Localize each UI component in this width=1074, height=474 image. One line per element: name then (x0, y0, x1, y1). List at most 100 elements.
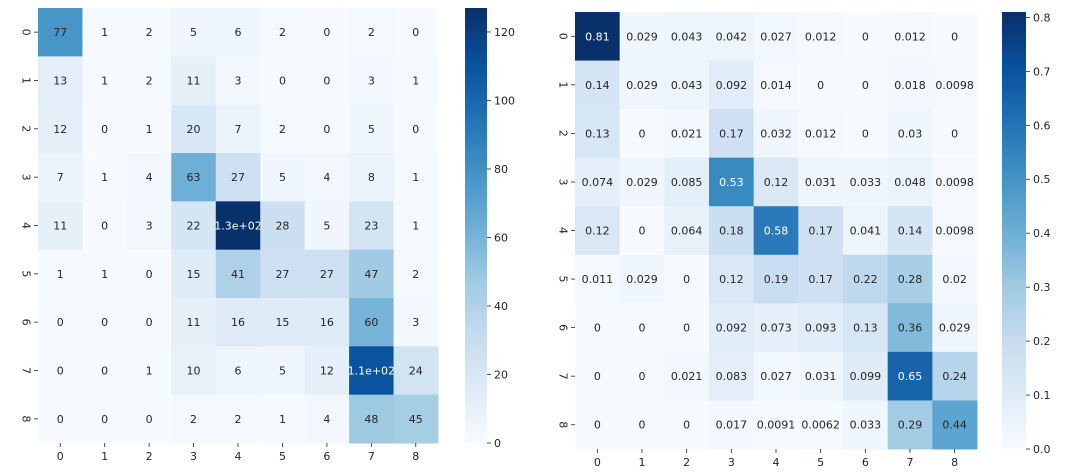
colorbar (1002, 12, 1026, 449)
heatmap-cell (38, 104, 83, 154)
cell-label: 0.021 (671, 127, 703, 140)
cell-label: 0 (862, 30, 869, 43)
heatmap-cell (753, 254, 799, 304)
heatmap-cell (304, 153, 350, 202)
cell-label: 0 (57, 365, 64, 378)
heatmap-cell (349, 104, 395, 154)
cell-label: 0.12 (585, 225, 610, 238)
y-tick-label: 3 (557, 178, 570, 185)
heatmap-cell (619, 157, 665, 207)
heatmap-cell (349, 394, 395, 444)
x-tick-label: 3 (190, 450, 197, 463)
cell-label: 5 (279, 171, 286, 184)
y-tick-label: 0 (20, 29, 33, 36)
cell-label: 0 (683, 273, 690, 286)
colorbar-tick-label: 0.5 (1033, 173, 1051, 186)
heatmap-cell (843, 60, 889, 110)
cell-label: 0 (146, 413, 153, 426)
heatmap-cell (887, 206, 933, 256)
colorbar-tick-label: 0.8 (1033, 11, 1051, 24)
colorbar-tick-label: 0 (494, 437, 501, 450)
y-tick-label: 5 (557, 276, 570, 283)
cell-label: 0.65 (898, 370, 923, 383)
cell-label: 0.027 (760, 370, 792, 383)
heatmap-cell (887, 303, 933, 353)
cell-label: 0 (323, 26, 330, 39)
heatmap-cell (932, 157, 978, 207)
cell-label: 0.073 (760, 322, 792, 335)
cell-label: 11 (187, 75, 201, 88)
cell-label: 0.032 (760, 127, 792, 140)
cell-label: 0 (57, 316, 64, 329)
heatmap-cell (664, 400, 710, 450)
heatmap-cell (843, 400, 889, 450)
cell-label: 1 (101, 26, 108, 39)
heatmap-cell (171, 346, 217, 396)
heatmap-cell (38, 249, 83, 299)
heatmap-cell (126, 201, 172, 251)
heatmap-cell (887, 109, 933, 159)
x-tick-label: 5 (279, 450, 286, 463)
heatmap-cell (619, 206, 665, 256)
cell-label: 0.03 (898, 127, 923, 140)
cell-label: 0.099 (850, 370, 882, 383)
cell-label: 0 (639, 322, 646, 335)
colorbar (465, 8, 487, 443)
heatmap-cell (709, 60, 755, 110)
heatmap-cell (126, 8, 172, 57)
heatmap-cell (619, 351, 665, 401)
heatmap-cell (575, 254, 621, 304)
heatmap-cell (664, 351, 710, 401)
heatmap-normalized: 0.81 0.029 0.043 0.042 0.027 0.012 0 0.012 00.14… (557, 11, 1051, 469)
colorbar-tick-label: 20 (494, 368, 508, 381)
cell-label: 7 (57, 171, 64, 184)
cell-label: 3 (235, 75, 242, 88)
heatmap-cell (709, 157, 755, 207)
heatmap-cell (843, 303, 889, 353)
cell-label: 1 (101, 268, 108, 281)
heatmap-cell (349, 8, 395, 57)
cell-label: 0.027 (760, 30, 792, 43)
heatmap-cell (753, 157, 799, 207)
heatmap-cell (887, 157, 933, 207)
cell-label: 0.19 (764, 273, 789, 286)
cell-label: 13 (53, 75, 67, 88)
cell-label: 0.085 (671, 176, 703, 189)
heatmap-cell (664, 109, 710, 159)
cell-label: 0.092 (716, 322, 748, 335)
heatmap-cell (887, 254, 933, 304)
cell-label: 0.043 (671, 30, 703, 43)
cell-label: 47 (364, 268, 378, 281)
cell-label: 0 (862, 79, 869, 92)
heatmap-cell (709, 206, 755, 256)
cell-label: 0 (639, 127, 646, 140)
heatmap-cell (260, 56, 306, 106)
heatmap-cell (260, 201, 306, 251)
heatmap-cell (619, 400, 665, 450)
heatmap-cell (753, 60, 799, 110)
heatmap-cell (82, 249, 128, 299)
cell-label: 0.02 (942, 273, 967, 286)
cell-label: 0 (412, 26, 419, 39)
colorbar-tick-label: 0.7 (1033, 65, 1051, 78)
cell-label: 0.018 (894, 79, 926, 92)
cell-label: 2 (412, 268, 419, 281)
cell-label: 2 (279, 26, 286, 39)
heatmap-cell (709, 254, 755, 304)
heatmap-cell (215, 56, 261, 106)
heatmap-cell (798, 400, 844, 450)
cell-label: 0 (683, 419, 690, 432)
heatmap-cell (171, 298, 217, 347)
cell-label: 0.033 (850, 419, 882, 432)
heatmap-cell (887, 12, 933, 62)
heatmap-cell (575, 303, 621, 353)
cell-label: 4 (323, 413, 330, 426)
cell-label: 5 (368, 123, 375, 136)
heatmap-cell (171, 8, 217, 57)
cell-label: 6 (235, 365, 242, 378)
heatmap-cell (82, 201, 128, 251)
cell-label: 60 (364, 316, 378, 329)
x-tick-label: 0 (594, 456, 601, 469)
cell-label: 2 (368, 26, 375, 39)
cell-label: 0 (594, 322, 601, 335)
